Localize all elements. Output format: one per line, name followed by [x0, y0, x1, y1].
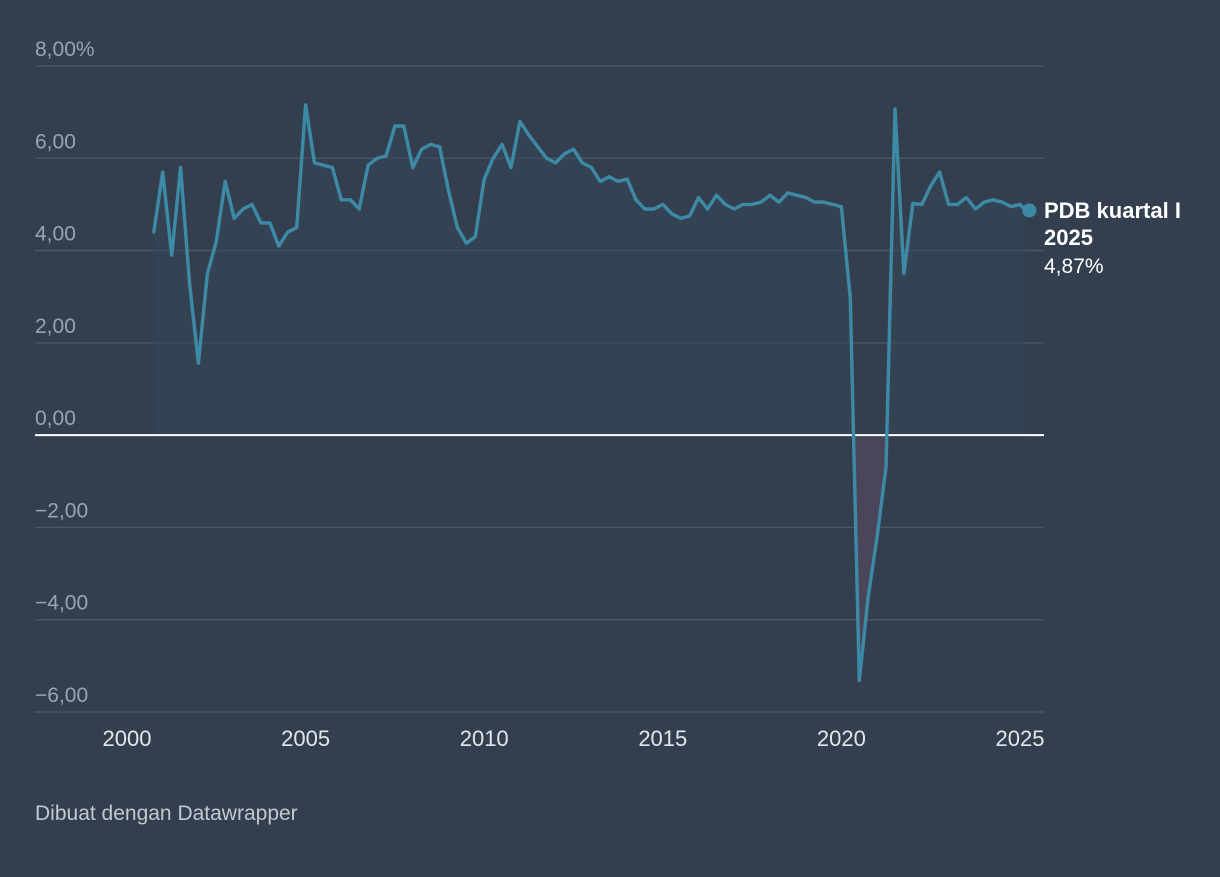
x-axis-labels: 2000 2005 2010 2015 2020 2025 [103, 726, 1045, 751]
y-tick-label: −6,00 [35, 684, 88, 707]
y-tick-label: −2,00 [35, 499, 88, 522]
end-annotation: PDB kuartal I 2025 4,87% [1022, 198, 1181, 278]
x-tick-label: 2000 [103, 726, 152, 751]
end-point-marker [1022, 203, 1037, 218]
x-tick-label: 2010 [460, 726, 509, 751]
x-tick-label: 2015 [638, 726, 687, 751]
y-axis-labels: 8,00% 6,00 4,00 2,00 0,00 −2,00 −4,00 −6,00 [35, 38, 95, 707]
y-tick-label: 4,00 [35, 223, 76, 246]
credit-footer: Dibuat dengan Datawrapper [35, 802, 298, 825]
y-tick-label: 8,00% [35, 38, 95, 61]
x-tick-label: 2025 [996, 726, 1045, 751]
series-line [152, 103, 1028, 683]
y-tick-label: 2,00 [35, 315, 76, 338]
x-tick-label: 2005 [281, 726, 330, 751]
x-tick-label: 2020 [817, 726, 866, 751]
series-value-label: 4,87% [1044, 255, 1104, 278]
series-label-line2: 2025 [1044, 225, 1093, 250]
y-tick-label: −4,00 [35, 592, 88, 615]
series-label-line1: PDB kuartal I [1044, 198, 1181, 223]
y-tick-label: 6,00 [35, 130, 76, 153]
y-tick-label: 0,00 [35, 407, 76, 430]
area-fill [153, 104, 1026, 681]
series-lines [152, 103, 1028, 683]
area-positive [153, 104, 1026, 436]
